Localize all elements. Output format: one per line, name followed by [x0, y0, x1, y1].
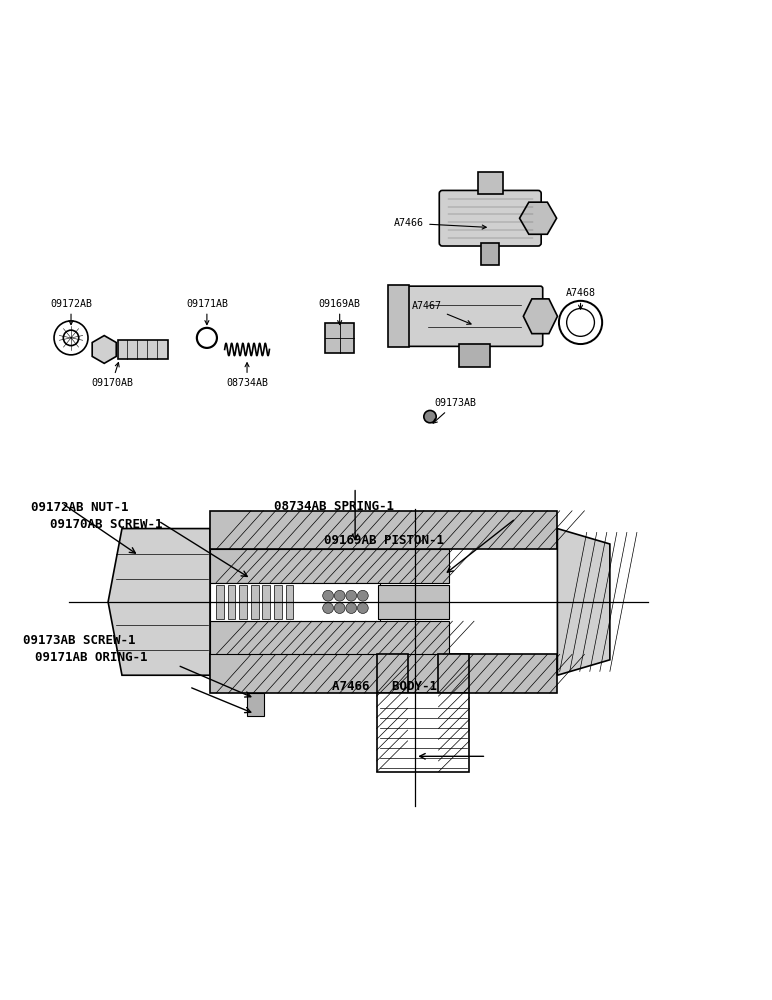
Bar: [481, 243, 499, 265]
Text: 09170AB SCREW-1: 09170AB SCREW-1: [50, 518, 163, 531]
Circle shape: [334, 590, 345, 601]
Text: 09171AB: 09171AB: [186, 299, 228, 325]
Text: 09172AB NUT-1: 09172AB NUT-1: [31, 501, 128, 514]
Bar: [262, 585, 270, 619]
Text: 08734AB: 08734AB: [226, 363, 268, 388]
Text: 09172AB: 09172AB: [50, 299, 92, 325]
Circle shape: [424, 410, 436, 423]
Bar: [210, 621, 449, 654]
Polygon shape: [523, 299, 557, 334]
Bar: [438, 654, 469, 693]
Bar: [251, 585, 259, 619]
Bar: [239, 585, 247, 619]
FancyBboxPatch shape: [407, 286, 543, 346]
Text: A7467: A7467: [412, 301, 471, 324]
Circle shape: [357, 603, 368, 613]
Bar: [210, 511, 557, 549]
Text: 09169AB PISTON-1: 09169AB PISTON-1: [324, 534, 444, 547]
Polygon shape: [108, 529, 210, 675]
Polygon shape: [520, 202, 557, 234]
Polygon shape: [557, 529, 610, 675]
Text: A7466   BODY-1: A7466 BODY-1: [332, 680, 437, 693]
Bar: [459, 344, 490, 367]
Bar: [118, 340, 168, 359]
Bar: [378, 585, 449, 619]
Bar: [210, 549, 449, 583]
Bar: [377, 693, 469, 772]
Circle shape: [334, 603, 345, 613]
Circle shape: [346, 590, 357, 601]
Text: 09173AB SCREW-1: 09173AB SCREW-1: [23, 634, 136, 647]
Circle shape: [323, 590, 334, 601]
FancyBboxPatch shape: [439, 190, 541, 246]
Circle shape: [323, 603, 334, 613]
Text: 09170AB: 09170AB: [91, 363, 133, 388]
Text: 09169AB: 09169AB: [319, 299, 361, 325]
Bar: [325, 323, 354, 353]
Bar: [210, 583, 380, 621]
Text: 08734AB SPRING-1: 08734AB SPRING-1: [274, 500, 394, 513]
Text: A7468: A7468: [566, 288, 595, 309]
Bar: [210, 654, 557, 693]
Text: 09171AB ORING-1: 09171AB ORING-1: [35, 651, 147, 664]
Text: A7466: A7466: [394, 218, 486, 229]
Bar: [247, 693, 264, 716]
Bar: [478, 172, 503, 194]
Bar: [388, 285, 409, 347]
Circle shape: [346, 603, 357, 613]
Bar: [286, 585, 293, 619]
Circle shape: [357, 590, 368, 601]
Bar: [216, 585, 224, 619]
Bar: [228, 585, 235, 619]
Polygon shape: [92, 336, 117, 363]
Bar: [274, 585, 282, 619]
Bar: [377, 654, 408, 693]
Text: 09173AB: 09173AB: [433, 398, 476, 423]
